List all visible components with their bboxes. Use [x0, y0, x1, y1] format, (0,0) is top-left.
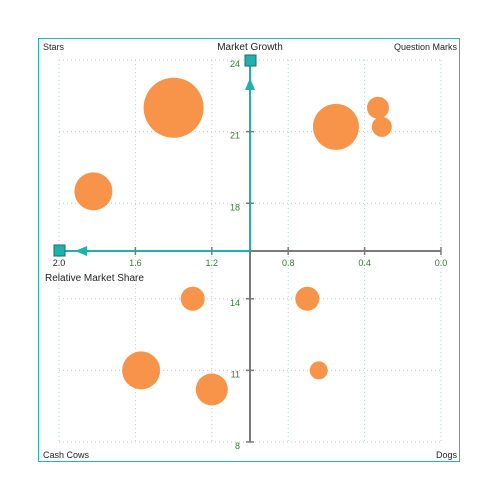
quadrant-label-dogs: Dogs — [435, 450, 457, 460]
bubble-1 — [143, 77, 204, 138]
y-axis-arrowhead — [245, 78, 255, 90]
bubble-5 — [74, 172, 113, 211]
bubble-6 — [180, 286, 205, 311]
x-axis-title: Relative Market Share — [45, 273, 144, 284]
bubble-8 — [122, 351, 161, 390]
quadrant-label-cash-cows: Cash Cows — [43, 450, 90, 460]
x-axis-arrowhead — [75, 246, 87, 256]
y-tick-label: 8 — [235, 441, 240, 451]
bubble-9 — [195, 373, 228, 406]
x-tick-label: 1.6 — [129, 258, 142, 268]
y-tick-label: 18 — [230, 202, 240, 212]
quadrant-label-stars: Stars — [43, 42, 65, 52]
y-tick-label: 21 — [230, 131, 240, 141]
chart-frame — [38, 38, 460, 462]
x-tick-label: 2.0 — [53, 258, 66, 268]
quadrant-label-question-marks: Question Marks — [393, 42, 457, 52]
y-tick-label: 24 — [230, 59, 240, 69]
bubble-10 — [309, 361, 328, 380]
y-axis-end-marker — [244, 54, 257, 67]
y-tick-label: 11 — [231, 369, 240, 379]
x-tick-label: 0.4 — [358, 258, 371, 268]
y-axis-title: Market Growth — [217, 42, 283, 53]
bubble-4 — [371, 116, 392, 137]
bubble-2 — [312, 103, 359, 150]
bubble-3 — [366, 96, 389, 119]
x-tick-label: 1.2 — [206, 258, 219, 268]
y-tick-label: 14 — [230, 298, 240, 308]
x-tick-label: 0.8 — [282, 258, 295, 268]
x-axis-end-marker — [53, 244, 66, 257]
bubble-7 — [295, 286, 320, 311]
x-tick-label: 0.0 — [435, 258, 448, 268]
